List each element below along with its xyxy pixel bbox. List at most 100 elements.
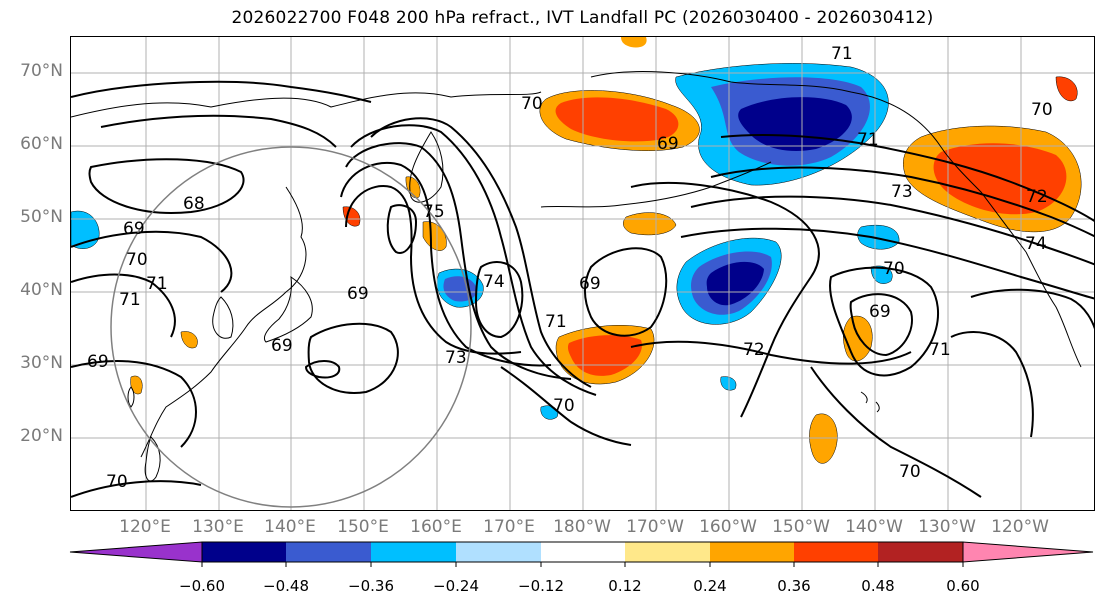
shade-strong-positive (555, 97, 679, 142)
coast-east-asia (140, 186, 307, 458)
contour-label: 74 (1025, 234, 1047, 254)
coast-hawaii (860, 391, 880, 413)
shade-deep-negative (706, 261, 764, 306)
contour-line (350, 124, 597, 396)
contour-line (474, 261, 524, 339)
colorbar-tick-label: −0.36 (348, 577, 394, 595)
lat-label-20n: 20°N (20, 426, 63, 446)
contour-label: 71 (146, 274, 168, 294)
contour-label: 70 (1031, 100, 1053, 120)
contour-line (630, 340, 912, 365)
contour-line (500, 366, 632, 446)
contour-label: 70 (553, 396, 575, 416)
shade-negative (857, 224, 900, 250)
lon-label: 160°W (699, 517, 757, 537)
shade-negative (870, 265, 893, 284)
contour-line (630, 182, 820, 418)
lon-label: 130°E (192, 517, 244, 537)
contour-label: 72 (743, 340, 765, 360)
colorbar-ticks (201, 562, 964, 567)
map-panel: 71 70 69 68 69 70 71 71 69 69 75 73 74 7… (70, 36, 1095, 511)
contour-label: 69 (123, 219, 145, 239)
contour-label: 74 (483, 272, 505, 292)
contour-line (370, 117, 592, 388)
contour-line (307, 322, 399, 394)
contour-label: 71 (929, 340, 951, 360)
colorbar-tick-label: 0.12 (608, 577, 642, 595)
colorbar (69, 541, 1094, 567)
coast-alaska (590, 71, 1027, 253)
contour-label: 69 (87, 352, 109, 372)
shade-positive (1055, 76, 1078, 102)
contour-label: 73 (445, 348, 467, 368)
contour-label: 69 (657, 134, 679, 154)
contour-label: 71 (831, 44, 853, 64)
coast-philippines (144, 436, 161, 482)
colorbar-tick-label: 0.60 (946, 577, 980, 595)
colorbar-extend-high (962, 541, 1094, 563)
coast-japan (264, 275, 313, 343)
contour-line (849, 293, 913, 357)
coast-na-west (1025, 251, 1082, 368)
colorbar-segment (710, 542, 794, 562)
contour-label: 69 (347, 284, 369, 304)
contour-label: 70 (126, 250, 148, 270)
colorbar-segment (541, 542, 625, 562)
contour-line (720, 134, 1094, 222)
colorbar-tick-label: −0.60 (179, 577, 225, 595)
coast-asia (71, 91, 542, 118)
landfall-region-circle (110, 146, 472, 508)
contour-label: 68 (183, 194, 205, 214)
coastlines (71, 71, 1082, 482)
colorbar-tick-label: −0.48 (263, 577, 309, 595)
contour-label-layer: 71 70 69 68 69 70 71 71 69 69 75 73 74 7… (87, 44, 1053, 492)
contour-label: 71 (119, 290, 141, 310)
colorbar-segment (456, 542, 541, 562)
contour-line (680, 227, 1094, 300)
contour-label: 75 (423, 202, 445, 222)
contour-line (950, 331, 1034, 438)
colorbar-extend-low (69, 541, 203, 563)
contour-line (304, 360, 341, 379)
contour-line (71, 480, 202, 498)
shade-positive (623, 212, 677, 236)
contour-label: 71 (545, 312, 567, 332)
colorbar-tick-label: 0.36 (777, 577, 811, 595)
lat-label-60n: 60°N (20, 134, 63, 154)
coast-aleutians (540, 161, 772, 208)
contour-line (71, 273, 176, 338)
colorbar-segment (878, 542, 963, 562)
contour-label: 70 (883, 259, 905, 279)
coast-kamchatka (409, 131, 444, 203)
lon-label: 160°E (410, 517, 462, 537)
contour-label: 70 (899, 462, 921, 482)
shade-positive (621, 37, 647, 48)
colorbar-tick-label: −0.24 (433, 577, 479, 595)
colorbar-tick-label: −0.12 (518, 577, 564, 595)
contour-line (71, 230, 233, 293)
figure-title: 2026022700 F048 200 hPa refract., IVT La… (231, 8, 934, 28)
contour-line (88, 158, 245, 214)
contour-line (690, 195, 1094, 266)
contour-line (345, 185, 522, 355)
contour-line (100, 114, 337, 148)
lon-label: 180°W (553, 517, 611, 537)
shade-positive (180, 331, 198, 349)
contour-line (345, 142, 572, 380)
lon-label: 170°E (483, 517, 535, 537)
contour-line (386, 204, 418, 254)
contour-line (340, 161, 552, 367)
contour-line (710, 166, 1094, 238)
lon-label: 140°E (264, 517, 316, 537)
shade-positive (422, 221, 447, 251)
contour-line (829, 266, 940, 377)
lon-label: 150°E (337, 517, 389, 537)
lon-label: 120°E (119, 517, 171, 537)
contour-line (810, 366, 982, 498)
lon-label: 130°W (918, 517, 976, 537)
shade-positive (130, 375, 143, 395)
contour-line (71, 360, 197, 448)
shade-positive (809, 413, 838, 464)
lat-label-70n: 70°N (20, 61, 63, 81)
lat-label-30n: 30°N (20, 353, 63, 373)
